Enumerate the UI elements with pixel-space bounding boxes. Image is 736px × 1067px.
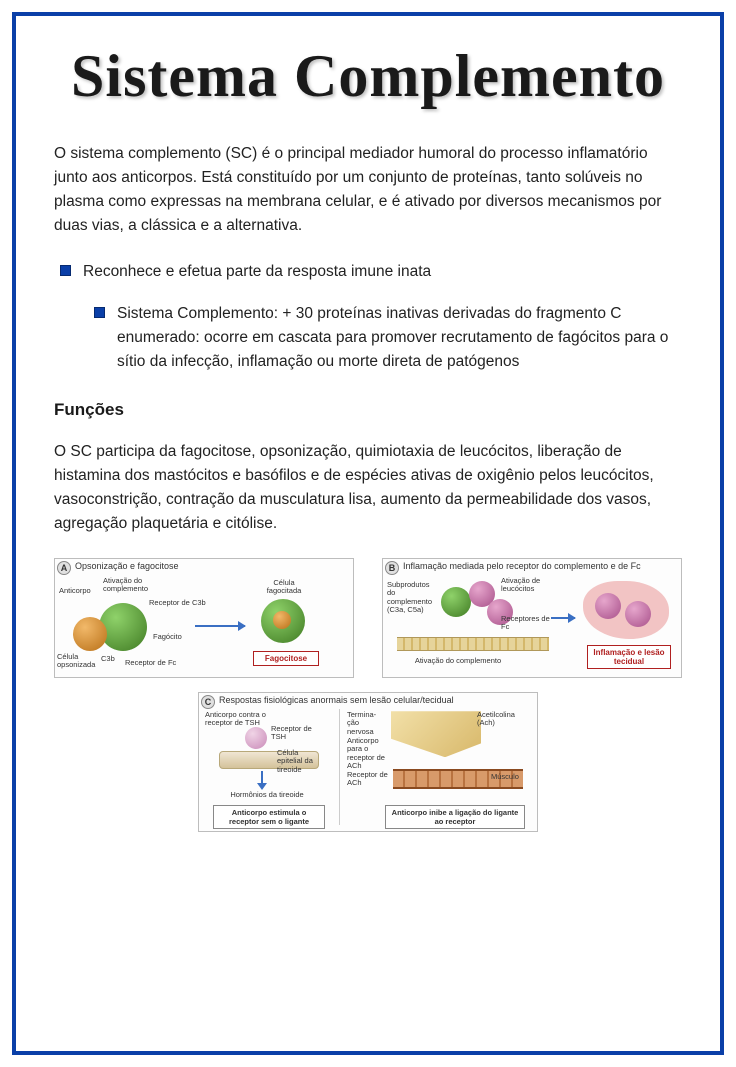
green-cell-icon bbox=[441, 587, 471, 617]
section-heading: Funções bbox=[54, 400, 682, 420]
result-box-c-right: Anticorpo inibe a ligação do ligante ao … bbox=[385, 805, 525, 829]
label-anticorpo-ach: Anticorpo para o receptor de ACh bbox=[347, 737, 391, 770]
diagram-tag-a: A bbox=[57, 561, 71, 575]
label-receptor-c3b: Receptor de C3b bbox=[149, 599, 209, 607]
diagram-tag-c: C bbox=[201, 695, 215, 709]
bullet-level-2: Sistema Complemento: + 30 proteínas inat… bbox=[94, 302, 682, 374]
functions-paragraph: O SC participa da fagocitose, opsonizaçã… bbox=[54, 440, 682, 536]
square-bullet-icon bbox=[60, 265, 71, 276]
diagram-a: A Opsonização e fagocitose Anticorpo Ati… bbox=[54, 558, 354, 678]
arrow-icon bbox=[195, 625, 245, 627]
diagram-row-2: C Respostas fisiológicas anormais sem le… bbox=[54, 692, 682, 832]
phagocyte-cell-icon bbox=[99, 603, 147, 651]
label-fagocito: Fagócito bbox=[153, 633, 182, 641]
arrowhead-down-icon bbox=[257, 783, 267, 790]
tissue-icon bbox=[583, 581, 669, 639]
nerve-terminal-icon bbox=[391, 711, 481, 757]
document-frame: Sistema Complemento O sistema complement… bbox=[12, 12, 724, 1055]
result-box-b: Inflamação e lesão tecidual bbox=[587, 645, 671, 669]
page-title: Sistema Complemento bbox=[54, 46, 682, 106]
membrane-icon bbox=[397, 637, 549, 651]
diagram-gallery: A Opsonização e fagocitose Anticorpo Ati… bbox=[54, 558, 682, 832]
label-subprodutos: Subprodutos do complemento (C3a, C5a) bbox=[387, 581, 439, 614]
label-hormonios: Hormônios da tireoide bbox=[227, 791, 307, 799]
result-box-a: Fagocitose bbox=[253, 651, 319, 666]
diagram-row-1: A Opsonização e fagocitose Anticorpo Ati… bbox=[54, 558, 682, 678]
diagram-caption-c: Respostas fisiológicas anormais sem lesã… bbox=[219, 695, 454, 705]
label-acetilcolina: Acetilcolina (Ach) bbox=[477, 711, 527, 728]
intro-paragraph: O sistema complemento (SC) é o principal… bbox=[54, 142, 682, 238]
diagram-b: B Inflamação mediada pelo receptor do co… bbox=[382, 558, 682, 678]
square-bullet-icon bbox=[94, 307, 105, 318]
diagram-c: C Respostas fisiológicas anormais sem le… bbox=[198, 692, 538, 832]
engulfed-cell-icon bbox=[261, 599, 305, 643]
opsonized-cell-icon bbox=[73, 617, 107, 651]
bullet-level-1: Reconhece e efetua parte da resposta imu… bbox=[60, 260, 682, 284]
label-receptor-tsh: Receptor de TSH bbox=[271, 725, 317, 742]
bullet-text-2: Sistema Complemento: + 30 proteínas inat… bbox=[117, 302, 682, 374]
arrow-icon bbox=[551, 617, 575, 619]
diagram-caption-b: Inflamação mediada pelo receptor do comp… bbox=[403, 561, 641, 571]
label-anticorpo: Anticorpo bbox=[59, 587, 91, 595]
label-receptor-fc: Receptor de Fc bbox=[125, 659, 185, 667]
label-c3b: C3b bbox=[101, 655, 115, 663]
label-receptores-fc: Receptores de Fc bbox=[501, 615, 551, 632]
inner-cell-icon bbox=[273, 611, 291, 629]
leukocyte-icon bbox=[625, 601, 651, 627]
label-terminacao: Termina-ção nervosa bbox=[347, 711, 385, 736]
bullet-text-1: Reconhece e efetua parte da resposta imu… bbox=[83, 260, 431, 284]
label-ativacao-leu: Ativação de leucócitos bbox=[501, 577, 551, 594]
diagram-caption-a: Opsonização e fagocitose bbox=[75, 561, 179, 571]
diagram-tag-b: B bbox=[385, 561, 399, 575]
label-receptor-ach: Receptor de ACh bbox=[347, 771, 391, 788]
divider-icon bbox=[339, 709, 340, 825]
label-ativacao-comp: Ativação do complemento bbox=[413, 657, 503, 665]
result-box-c-left: Anticorpo estimula o receptor sem o liga… bbox=[213, 805, 325, 829]
label-celula-fag: Célula fagocitada bbox=[259, 579, 309, 596]
label-celula-tireoide: Célula epitelial da tireoide bbox=[277, 749, 325, 774]
leukocyte-icon bbox=[595, 593, 621, 619]
label-celula-ops: Célula opsonizada bbox=[57, 653, 105, 670]
label-musculo: Músculo bbox=[491, 773, 519, 781]
label-ativacao: Ativação do complemento bbox=[103, 577, 163, 594]
label-anticorpo-tsh: Anticorpo contra o receptor de TSH bbox=[205, 711, 267, 728]
receptor-cell-icon bbox=[245, 727, 267, 749]
